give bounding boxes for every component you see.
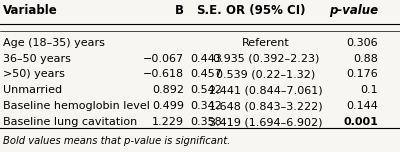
Text: −0.618: −0.618	[143, 69, 184, 79]
Text: B: B	[175, 4, 184, 17]
Text: Baseline lung cavitation: Baseline lung cavitation	[3, 117, 138, 127]
Text: 0.499: 0.499	[152, 101, 184, 111]
Text: 0.542: 0.542	[190, 85, 222, 95]
Text: 2.441 (0.844–7.061): 2.441 (0.844–7.061)	[209, 85, 323, 95]
Text: 0.342: 0.342	[190, 101, 222, 111]
Text: Baseline hemoglobin level: Baseline hemoglobin level	[3, 101, 150, 111]
Text: −0.067: −0.067	[143, 54, 184, 64]
Text: 3.419 (1.694–6.902): 3.419 (1.694–6.902)	[209, 117, 323, 127]
Text: 0.88: 0.88	[353, 54, 378, 64]
Text: p-value: p-value	[329, 4, 378, 17]
Text: 0.358: 0.358	[190, 117, 222, 127]
Text: S.E.: S.E.	[196, 4, 222, 17]
Text: Variable: Variable	[3, 4, 58, 17]
Text: 0.539 (0.22–1.32): 0.539 (0.22–1.32)	[216, 69, 316, 79]
Text: 0.443: 0.443	[190, 54, 222, 64]
Text: 0.001: 0.001	[343, 117, 378, 127]
Text: 1.229: 1.229	[152, 117, 184, 127]
Text: 36–50 years: 36–50 years	[3, 54, 71, 64]
Text: >50) years: >50) years	[3, 69, 65, 79]
Text: 1.648 (0.843–3.222): 1.648 (0.843–3.222)	[209, 101, 323, 111]
Text: OR (95% CI): OR (95% CI)	[226, 4, 306, 17]
Text: Bold values means that p-value is significant.: Bold values means that p-value is signif…	[3, 136, 230, 146]
Text: Age (18–35) years: Age (18–35) years	[3, 38, 105, 48]
Text: 0.306: 0.306	[346, 38, 378, 48]
Text: Referent: Referent	[242, 38, 290, 48]
Text: Unmarried: Unmarried	[3, 85, 62, 95]
Text: 0.935 (0.392–2.23): 0.935 (0.392–2.23)	[213, 54, 319, 64]
Text: 0.176: 0.176	[346, 69, 378, 79]
Text: 0.144: 0.144	[346, 101, 378, 111]
Text: 0.457: 0.457	[190, 69, 222, 79]
Text: 0.1: 0.1	[360, 85, 378, 95]
Text: 0.892: 0.892	[152, 85, 184, 95]
